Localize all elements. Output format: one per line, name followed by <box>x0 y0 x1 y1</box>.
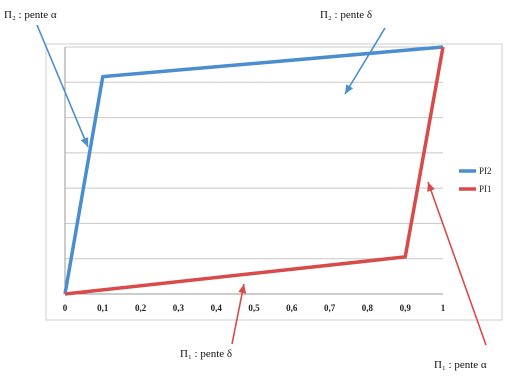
x-tick-label: 0 <box>63 303 68 313</box>
arrowhead-pi1-delta <box>238 284 247 294</box>
x-tick-label: 0,2 <box>135 303 147 313</box>
arrow-pi2-alpha <box>36 24 89 148</box>
arrowhead-pi1-alpha <box>427 182 435 192</box>
x-tick-label: 0,3 <box>173 303 185 313</box>
arrowhead-pi2-delta <box>345 84 354 94</box>
series-line-pi1 <box>64 46 445 296</box>
annotation-pi1-delta: Π₁ : pente δ <box>180 348 232 360</box>
annotations: Π₂ : pente α Π₂ : pente δ Π₁ : pente δ Π₁ :… <box>4 9 487 371</box>
annotation-arrows <box>36 24 487 346</box>
annotation-pi1-alpha: Π₁ : pente α <box>434 359 487 371</box>
x-axis-ticks: 0 0,1 0,2 0,3 0,4 0,5 0,6 0,7 0,8 0,9 1 <box>63 303 446 313</box>
x-tick-label: 0,9 <box>400 303 412 313</box>
arrow-pi1-alpha <box>427 181 487 346</box>
x-tick-label: 0,5 <box>248 303 260 313</box>
x-tick-label: 1 <box>441 303 446 313</box>
annotation-pi2-alpha: Π₂ : pente α <box>4 9 57 21</box>
grid-lines <box>64 46 443 295</box>
annotation-pi2-delta: Π₂ : pente δ <box>320 9 372 21</box>
series-line-pi2 <box>63 45 444 295</box>
legend-label-pi2: PI2 <box>479 166 492 176</box>
arrowhead-pi2-alpha <box>80 137 89 147</box>
x-tick-label: 0,7 <box>324 303 336 313</box>
arrow-pi1-delta <box>231 283 245 345</box>
x-tick-label: 0,4 <box>211 303 223 313</box>
chart-area-border <box>45 43 503 321</box>
arrow-pi2-delta <box>344 27 386 95</box>
series-lines <box>63 45 445 296</box>
x-tick-label: 0,1 <box>97 303 109 313</box>
legend-label-pi1: PI1 <box>479 184 492 194</box>
legend: PI2 PI1 <box>459 166 492 194</box>
x-tick-label: 0,8 <box>362 303 374 313</box>
x-tick-label: 0,6 <box>286 303 298 313</box>
